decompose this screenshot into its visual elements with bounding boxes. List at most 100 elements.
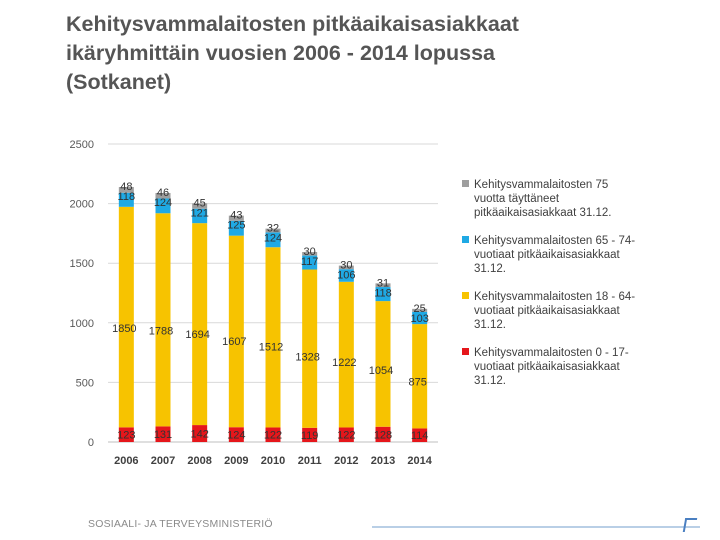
legend-label: vuotiaat pitkäaikaisasiakkaat bbox=[474, 361, 621, 373]
x-tick-label: 2010 bbox=[261, 455, 285, 467]
footer-divider bbox=[372, 526, 700, 528]
data-label: 1054 bbox=[369, 365, 393, 377]
data-label: 1694 bbox=[185, 329, 209, 341]
bar-segment-age0_17 bbox=[118, 427, 134, 442]
legend-swatch-age65_74 bbox=[462, 236, 469, 243]
legend-label: 31.12. bbox=[474, 319, 506, 331]
bar-segment-age18_64 bbox=[118, 206, 134, 428]
data-label: 103 bbox=[410, 313, 428, 325]
bar-segment-age18_64 bbox=[375, 301, 391, 427]
data-label: 131 bbox=[154, 429, 172, 441]
data-label: 1222 bbox=[332, 357, 356, 369]
data-label: 1328 bbox=[295, 352, 319, 364]
data-label: 1788 bbox=[149, 325, 173, 337]
bar-segment-age0_17 bbox=[412, 428, 428, 442]
bar-segment-age65_74 bbox=[118, 192, 134, 207]
data-label: 118 bbox=[118, 191, 136, 203]
bar-segment-age0_17 bbox=[192, 425, 208, 442]
footer-ministry-name: SOSIAALI- JA TERVEYSMINISTERIÖ bbox=[88, 518, 273, 530]
data-label: 875 bbox=[408, 376, 426, 388]
legend-label: Kehitysvammalaitosten 65 - 74- bbox=[474, 235, 635, 247]
bar-segment-age0_17 bbox=[375, 426, 391, 442]
bar-segment-age18_64 bbox=[302, 269, 318, 428]
bar-segment-age18_64 bbox=[338, 281, 354, 428]
legend-swatch-age18_64 bbox=[462, 292, 469, 299]
x-tick-label: 2008 bbox=[187, 455, 211, 467]
data-label: 31 bbox=[377, 277, 389, 289]
legend-swatch-age75plus bbox=[462, 180, 469, 187]
data-label: 122 bbox=[337, 430, 355, 442]
x-tick-label: 2012 bbox=[334, 455, 358, 467]
data-label: 43 bbox=[230, 210, 242, 222]
data-label: 1607 bbox=[222, 336, 246, 348]
data-label: 1512 bbox=[259, 341, 283, 353]
x-tick-label: 2013 bbox=[371, 455, 395, 467]
legend-label: vuotiaat pitkäaikaisasiakkaat bbox=[474, 249, 621, 261]
bar-segment-age0_17 bbox=[228, 427, 244, 442]
bar-segment-age75plus bbox=[302, 251, 318, 256]
data-label: 124 bbox=[264, 233, 282, 245]
data-label: 1850 bbox=[112, 323, 136, 335]
data-label: 123 bbox=[117, 430, 135, 442]
title-line: ikäryhmittäin vuosien 2006 - 2014 lopuss… bbox=[66, 41, 495, 65]
data-label: 118 bbox=[374, 287, 392, 299]
data-label: 125 bbox=[227, 220, 245, 232]
data-label: 30 bbox=[340, 260, 352, 272]
bar-segment-age75plus bbox=[192, 203, 208, 209]
legend-label: Kehitysvammalaitosten 0 - 17- bbox=[474, 347, 629, 359]
y-tick-label: 1000 bbox=[70, 318, 94, 330]
bar-segment-age75plus bbox=[155, 192, 171, 199]
legend-label: pitkäaikaisasiakkaat 31.12. bbox=[474, 207, 611, 219]
bar-segment-age18_64 bbox=[192, 223, 208, 426]
y-tick-label: 1500 bbox=[70, 258, 94, 270]
data-label: 106 bbox=[337, 270, 355, 282]
title-line: (Sotkanet) bbox=[66, 70, 172, 94]
data-label: 25 bbox=[414, 303, 426, 315]
data-label: 45 bbox=[194, 197, 206, 209]
y-tick-label: 0 bbox=[88, 437, 94, 449]
legend-label: vuotta täyttäneet bbox=[474, 193, 560, 205]
data-label: 119 bbox=[301, 430, 319, 442]
slide-title: Kehitysvammalaitosten pitkäaikaisasiakka… bbox=[66, 10, 666, 97]
data-label: 124 bbox=[227, 430, 245, 442]
bar-segment-age75plus bbox=[265, 228, 281, 233]
data-label: 46 bbox=[157, 187, 169, 199]
bar-segment-age75plus bbox=[338, 265, 354, 270]
bar-segment-age18_64 bbox=[265, 247, 281, 428]
bar-segment-age65_74 bbox=[155, 198, 171, 214]
legend-label: Kehitysvammalaitosten 18 - 64- bbox=[474, 291, 635, 303]
bar-segment-age18_64 bbox=[412, 324, 428, 429]
data-label: 128 bbox=[374, 429, 392, 441]
x-tick-label: 2007 bbox=[151, 455, 175, 467]
data-label: 142 bbox=[190, 429, 208, 441]
bar-segment-age0_17 bbox=[302, 427, 318, 442]
data-label: 121 bbox=[190, 207, 208, 219]
bar-segment-age75plus bbox=[375, 283, 391, 288]
bar-segment-age0_17 bbox=[338, 427, 354, 442]
title-line: Kehitysvammalaitosten pitkäaikaisasiakka… bbox=[66, 12, 519, 36]
ministry-logo-icon bbox=[682, 518, 698, 532]
bar-segment-age65_74 bbox=[192, 208, 208, 224]
legend-swatch-age0_17 bbox=[462, 348, 469, 355]
bar-segment-age75plus bbox=[412, 308, 428, 312]
data-label: 124 bbox=[154, 197, 172, 209]
data-label: 117 bbox=[301, 256, 319, 268]
bar-segment-age65_74 bbox=[338, 269, 354, 282]
x-tick-label: 2011 bbox=[298, 455, 322, 467]
x-tick-label: 2014 bbox=[407, 455, 432, 467]
data-label: 48 bbox=[120, 181, 132, 193]
legend-label: 31.12. bbox=[474, 375, 506, 387]
bar-segment-age65_74 bbox=[412, 311, 428, 325]
data-label: 114 bbox=[411, 430, 429, 442]
x-tick-label: 2009 bbox=[224, 455, 248, 467]
bar-segment-age65_74 bbox=[375, 287, 391, 302]
bar-segment-age65_74 bbox=[265, 232, 281, 248]
bar-segment-age18_64 bbox=[228, 235, 244, 428]
data-label: 30 bbox=[304, 246, 316, 258]
bar-segment-age18_64 bbox=[155, 213, 171, 427]
legend-label: 31.12. bbox=[474, 263, 506, 275]
bar-segment-age75plus bbox=[228, 215, 244, 221]
data-label: 122 bbox=[264, 430, 282, 442]
x-tick-label: 2006 bbox=[114, 455, 138, 467]
